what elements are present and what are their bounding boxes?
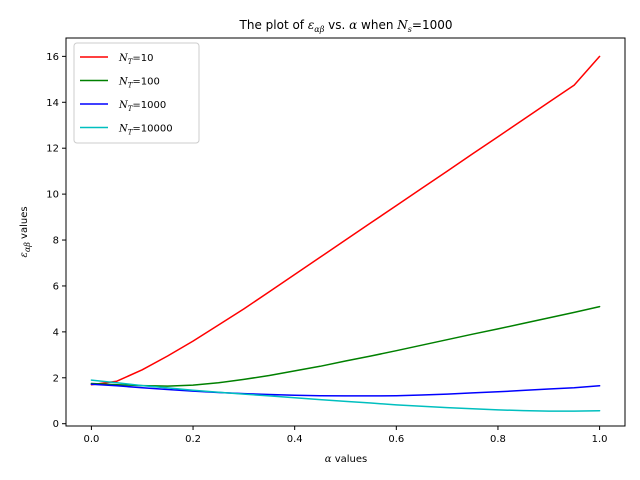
- plot-area: [65, 37, 626, 427]
- series-line-2: [90, 305, 601, 387]
- y-tick-label: 0: [53, 419, 59, 430]
- x-tick-label: 0.0: [83, 434, 99, 445]
- x-tick-label: 0.6: [388, 434, 404, 445]
- x-tick-label: 0.2: [185, 434, 201, 445]
- y-axis-ticks: 0 2 4 6 8 10 12 14 16: [46, 52, 66, 430]
- x-tick-label: 0.4: [287, 434, 303, 445]
- legend-label: NT=10000: [118, 124, 173, 137]
- y-tick-label: 8: [53, 236, 59, 247]
- x-tick-label: 1.0: [592, 434, 608, 445]
- series-line-4: [90, 379, 601, 412]
- legend-label: NT=100: [118, 77, 160, 90]
- x-axis-ticks: 0.0 0.2 0.4 0.6 0.8 1.0: [83, 426, 608, 445]
- series-line-3: [90, 383, 601, 397]
- y-tick-label: 12: [46, 144, 59, 155]
- legend: NT=10 NT=100 NT=1000 NT=10000: [73, 42, 200, 144]
- y-tick-label: 16: [46, 52, 59, 63]
- y-tick-label: 6: [53, 281, 59, 292]
- legend-label: NT=10: [118, 53, 154, 66]
- legend-box: [73, 42, 200, 144]
- legend-label: NT=1000: [118, 100, 166, 113]
- y-axis-label: εαβ values: [19, 206, 32, 257]
- x-tick-label: 0.8: [490, 434, 506, 445]
- chart-title: The plot of εαβ vs. α when Ns=1000: [239, 18, 453, 34]
- y-tick-label: 2: [53, 373, 59, 384]
- y-tick-label: 10: [46, 190, 59, 201]
- y-tick-label: 14: [46, 98, 59, 109]
- series-line-1: [90, 55, 601, 386]
- series-lines: [90, 55, 601, 412]
- x-axis-label: α values: [325, 454, 367, 465]
- y-tick-label: 4: [53, 327, 59, 338]
